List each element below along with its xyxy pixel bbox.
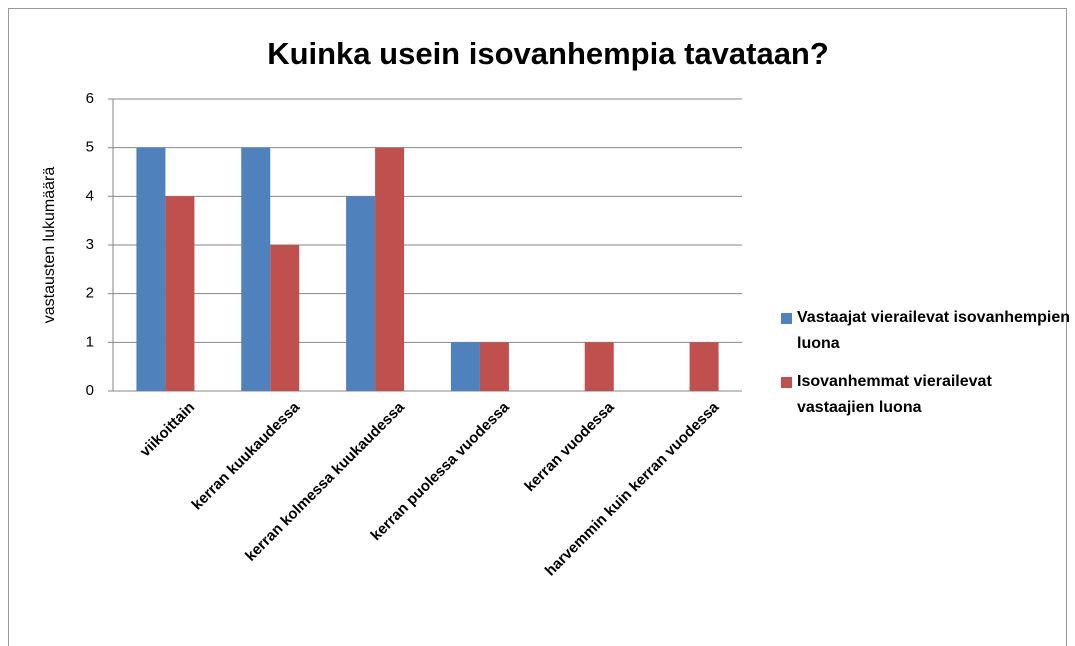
x-tick-label: kerran vuodessa — [521, 398, 618, 495]
bar — [584, 342, 614, 391]
bar — [375, 147, 405, 391]
y-axis-label: vastausten lukumäärä — [41, 167, 58, 324]
legend-item: Isovanhemmat vierailevat vastaajien luon… — [781, 369, 1071, 421]
y-tick-label: 0 — [86, 382, 94, 399]
bar — [241, 147, 271, 391]
y-tick-label: 2 — [86, 285, 94, 302]
bar — [136, 147, 166, 391]
bar — [165, 196, 195, 391]
y-tick-label: 6 — [86, 90, 94, 107]
bar — [346, 196, 376, 391]
chart-border — [8, 8, 1067, 646]
y-tick-label: 1 — [86, 333, 94, 350]
y-tick-label: 5 — [86, 139, 94, 156]
legend-swatch — [781, 377, 792, 388]
bar — [479, 342, 509, 391]
legend-swatch — [781, 313, 792, 324]
y-tick-label: 3 — [86, 236, 94, 253]
chart-title: Kuinka usein isovanhempia tavataan? — [267, 36, 829, 71]
legend-label: Isovanhemmat vierailevat vastaajien luon… — [797, 373, 992, 416]
bar — [270, 245, 300, 391]
y-tick-label: 4 — [86, 187, 94, 204]
bar — [450, 342, 480, 391]
x-tick-label: kerran kuukaudessa — [188, 398, 303, 513]
legend-label: Vastaajat vierailevat isovanhempien luon… — [797, 309, 1071, 352]
x-tick-label: harvemmin kuin kerran vuodessa — [542, 398, 723, 579]
bar — [689, 342, 719, 391]
legend-item: Vastaajat vierailevat isovanhempien luon… — [781, 305, 1071, 357]
x-tick-label: viikoittain — [137, 399, 199, 461]
